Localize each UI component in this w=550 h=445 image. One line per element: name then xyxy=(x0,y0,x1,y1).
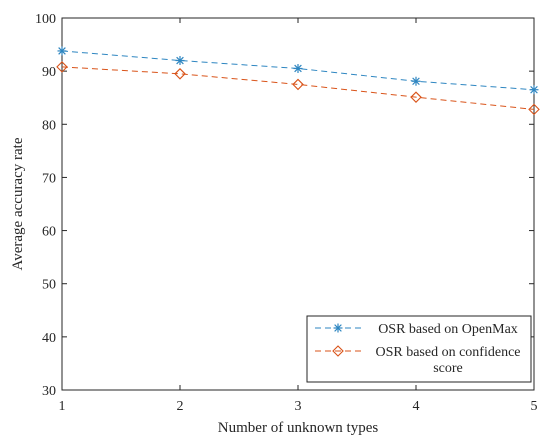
series-1-line xyxy=(61,50,535,91)
series-2-point xyxy=(410,91,422,103)
legend-marker-1 xyxy=(333,323,343,333)
series-layer xyxy=(56,46,540,116)
legend-label-2: OSR based on confidence score xyxy=(375,345,520,376)
legend-label-line: OSR based on OpenMax xyxy=(378,322,518,337)
x-tick-label: 2 xyxy=(177,399,184,414)
series-2-point xyxy=(174,68,186,80)
x-axis-label: Number of unknown types xyxy=(218,420,379,436)
x-tick-label: 3 xyxy=(295,399,302,414)
series-1-point xyxy=(411,76,421,86)
y-tick-label: 50 xyxy=(42,278,56,293)
series-1-point xyxy=(529,85,539,95)
series-2-point xyxy=(56,61,68,73)
x-tick-label: 5 xyxy=(531,399,538,414)
y-tick-label: 80 xyxy=(42,118,56,133)
legend-label-line: OSR based on confidence xyxy=(375,345,520,360)
x-tick-label: 4 xyxy=(413,399,420,414)
series-1 xyxy=(57,46,539,95)
legend-label-1: OSR based on OpenMax xyxy=(378,322,518,337)
y-tick-label: 60 xyxy=(42,225,56,240)
x-tick-label: 1 xyxy=(59,399,66,414)
series-2-line xyxy=(61,66,535,110)
series-2-point xyxy=(528,103,540,116)
series-1-point xyxy=(57,46,67,56)
legend-marker-2 xyxy=(332,345,344,357)
y-axis-ticks: 30 40 50 60 70 80 90 100 xyxy=(35,12,534,399)
series-2-point xyxy=(292,78,304,91)
legend-box xyxy=(306,315,532,383)
y-tick-label: 30 xyxy=(42,384,56,399)
series-1-point xyxy=(293,63,303,73)
y-tick-label: 90 xyxy=(42,65,56,80)
y-tick-label: 70 xyxy=(42,171,56,186)
y-axis-label: Average accuracy rate xyxy=(10,137,26,270)
y-tick-label: 40 xyxy=(42,331,56,346)
legend-label-line: score xyxy=(433,361,463,376)
series-2 xyxy=(56,61,540,116)
legend: OSR based on OpenMax OSR based on confide… xyxy=(306,315,532,383)
y-tick-label: 100 xyxy=(35,12,56,27)
x-axis-ticks: 1 2 3 4 5 xyxy=(59,18,538,414)
series-1-point xyxy=(175,56,185,66)
